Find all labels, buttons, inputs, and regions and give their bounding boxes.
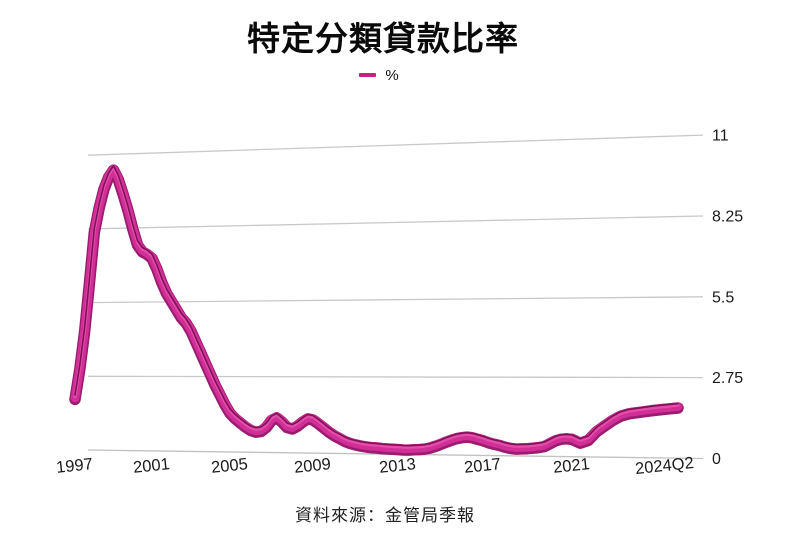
y-tick-label: 0 [712,451,721,468]
x-tick-label: 2021 [552,455,590,477]
y-tick-label: 8.25 [712,209,743,226]
chart-legend: % [0,66,758,84]
gridline-11 [87,134,704,156]
gridline-5.5 [87,296,704,304]
legend-series-label: % [385,66,399,84]
gridline-8.25 [87,215,704,230]
source-note: 資料來源：金管局季報 [295,506,475,525]
series-ribbon-top-edge [74,164,679,447]
x-tick-label: 2009 [293,455,331,477]
y-tick-label: 5.5 [712,289,734,306]
y-tick-label: 2.75 [712,370,743,387]
x-tick-label: 2005 [210,455,248,477]
x-tick-label: 2017 [463,455,501,477]
series-ribbon-front [70,164,683,454]
chart-title: 特定分類貸款比率 [247,20,519,57]
series-ribbon-highlight [73,165,680,449]
y-tick-label: 11 [712,128,729,145]
x-tick-label: 2013 [378,455,416,477]
x-tick-label: 2001 [132,455,170,477]
gridline-2.75 [87,375,704,379]
legend-line-swatch-icon [359,73,377,77]
series-ribbon-base [69,164,684,456]
x-tick-label: 1997 [55,455,93,477]
